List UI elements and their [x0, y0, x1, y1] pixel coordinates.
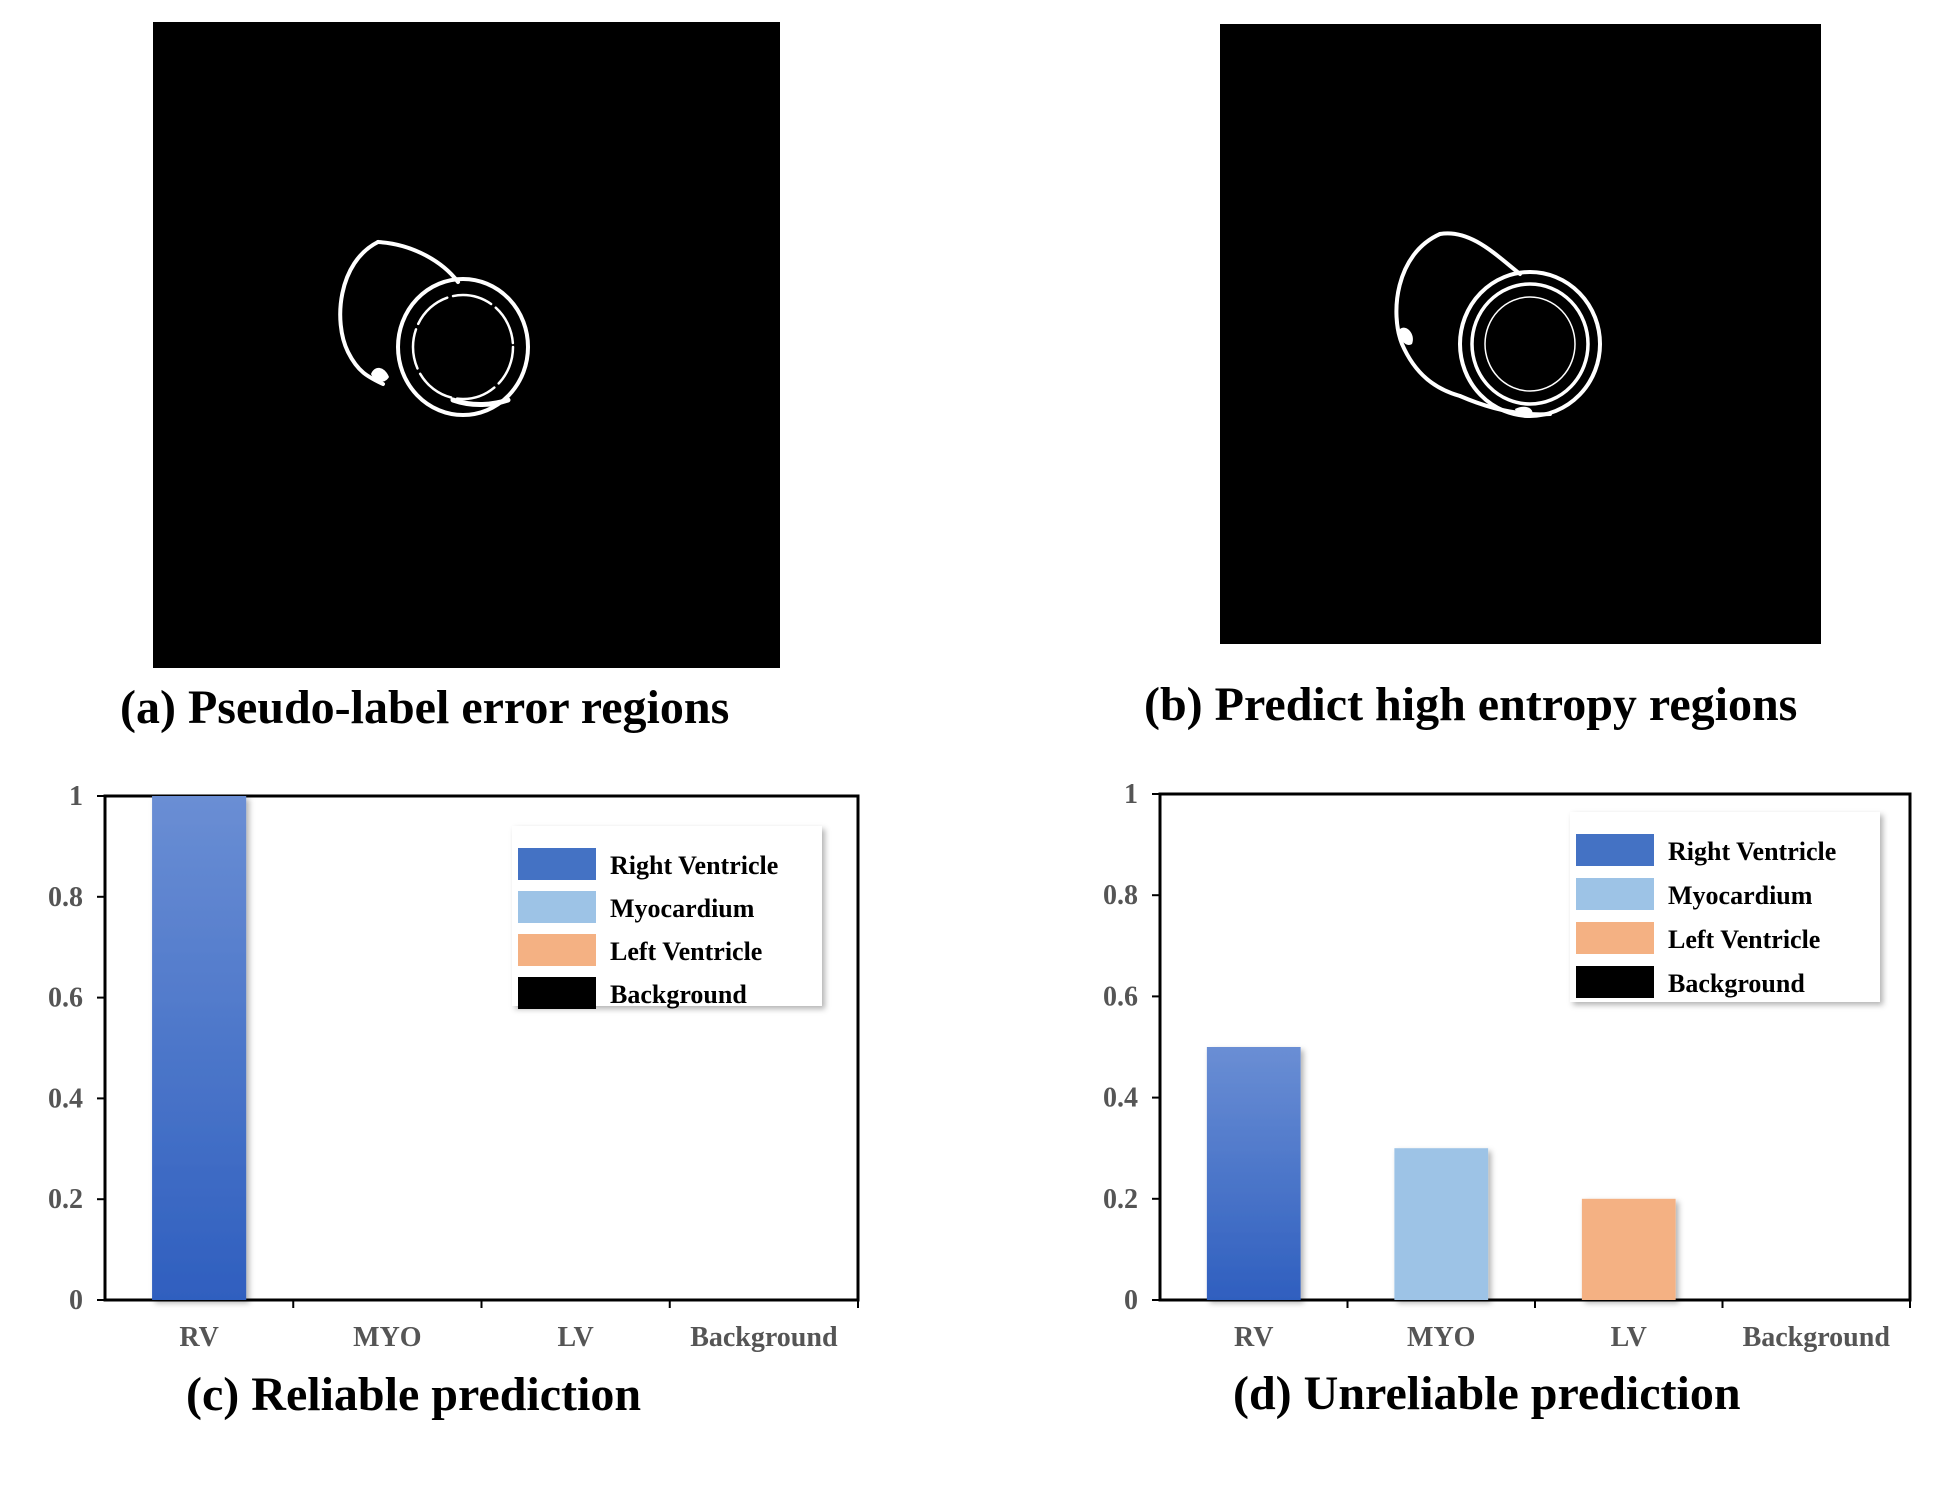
- legend-swatch: [518, 977, 596, 1009]
- bar-lv: [1581, 1198, 1676, 1300]
- legend-label: Background: [1668, 969, 1805, 998]
- legend-label: Left Ventricle: [1668, 925, 1820, 954]
- legend: Right Ventricle Myocardium Left Ventricle B…: [1570, 812, 1880, 1002]
- x-tick-label: Background: [1743, 1322, 1891, 1353]
- error-region-contours: [338, 240, 530, 417]
- y-tick-label: 0.2: [1103, 1184, 1138, 1215]
- y-tick-label: 1: [69, 781, 83, 812]
- y-tick-label: 0.6: [1103, 981, 1138, 1012]
- bar-rv: [1206, 1047, 1301, 1300]
- legend-label: Right Ventricle: [610, 851, 778, 880]
- caption-a: (a) Pseudo-label error regions: [120, 681, 730, 734]
- pseudo-label-error-image: [153, 22, 780, 668]
- y-tick-label: 0.4: [1103, 1083, 1138, 1114]
- x-tick-label: Background: [690, 1322, 838, 1353]
- legend-label: Myocardium: [610, 894, 755, 923]
- y-tick-label: 1: [1124, 779, 1138, 810]
- x-tick-label: MYO: [353, 1322, 421, 1353]
- x-tick-label: RV: [1234, 1322, 1273, 1353]
- legend-label: Myocardium: [1668, 881, 1813, 910]
- y-tick-label: 0.2: [48, 1184, 83, 1215]
- unreliable-prediction-chart: 0 0.2 0.4 0.6 0.8 1 RV MYO LV Background Right Ven…: [1060, 770, 1944, 1353]
- x-tick-label: MYO: [1407, 1322, 1475, 1353]
- legend-swatch: [1576, 966, 1654, 998]
- y-tick-label: 0: [1124, 1285, 1138, 1316]
- y-tick-label: 0: [69, 1285, 83, 1316]
- legend-swatch: [518, 934, 596, 966]
- bar-myo: [1394, 1148, 1489, 1300]
- legend-swatch: [518, 891, 596, 923]
- legend-swatch: [1576, 922, 1654, 954]
- x-tick-label: LV: [1611, 1322, 1647, 1353]
- y-tick-label: 0.4: [48, 1083, 83, 1114]
- entropy-region-contours: [1394, 231, 1602, 418]
- legend-swatch: [1576, 834, 1654, 866]
- caption-b: (b) Predict high entropy regions: [1144, 678, 1798, 731]
- y-tick-label: 0.6: [48, 983, 83, 1014]
- legend: Right Ventricle Myocardium Left Ventricle B…: [512, 826, 822, 1009]
- legend-label: Background: [610, 980, 747, 1009]
- high-entropy-image: [1220, 24, 1821, 644]
- y-tick-label: 0.8: [1103, 880, 1138, 911]
- x-tick-label: LV: [557, 1322, 593, 1353]
- caption-c: (c) Reliable prediction: [186, 1368, 642, 1421]
- x-tick-label: RV: [179, 1322, 218, 1353]
- bar-rv: [152, 796, 247, 1300]
- reliable-prediction-chart: 0 0.2 0.4 0.6 0.8 1 RV MYO LV Background Right Ven…: [0, 770, 880, 1353]
- legend-label: Left Ventricle: [610, 937, 762, 966]
- caption-d: (d) Unreliable prediction: [1233, 1367, 1741, 1420]
- legend-swatch: [518, 848, 596, 880]
- y-tick-label: 0.8: [48, 882, 83, 913]
- legend-label: Right Ventricle: [1668, 837, 1836, 866]
- legend-swatch: [1576, 878, 1654, 910]
